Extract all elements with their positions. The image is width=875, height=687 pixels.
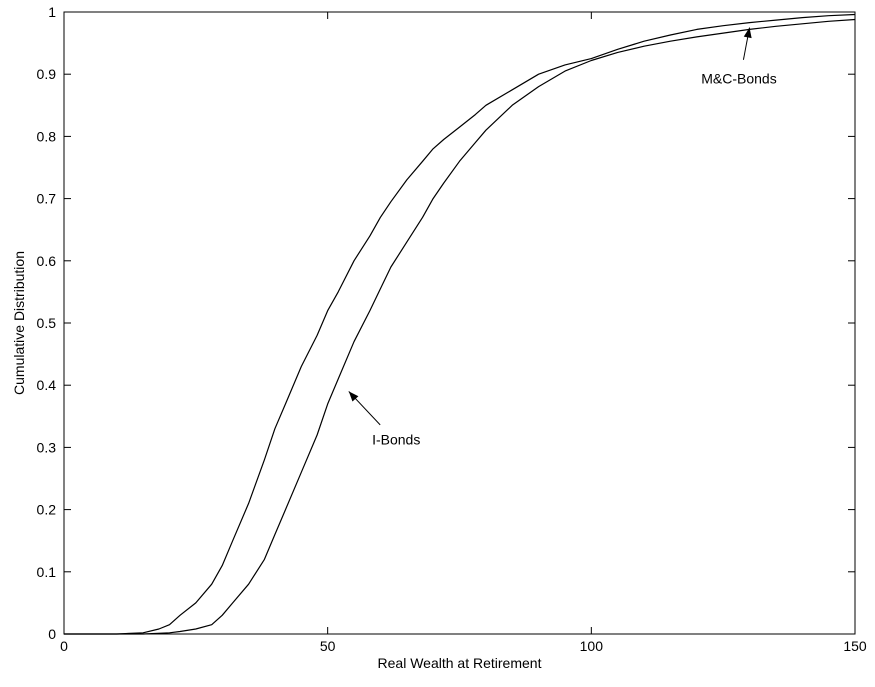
y-tick-label: 0 xyxy=(48,626,56,642)
annotations: M&C-Bonds I-Bonds xyxy=(348,27,777,447)
annotation-label: I-Bonds xyxy=(372,431,420,447)
annotation-label: M&C-Bonds xyxy=(701,71,776,87)
y-tick-label: 1 xyxy=(48,4,56,20)
y-tick-label: 0.6 xyxy=(37,253,57,269)
x-tick-label: 0 xyxy=(60,638,68,654)
axis-ticks: 0 50 100 150 0 0.1 0.2 0.3 0.4 0.5 0.6 0.7 0.8 0.9 1 xyxy=(37,4,867,654)
arrow-head-icon xyxy=(348,391,359,402)
x-tick-label: 150 xyxy=(843,638,867,654)
arrow-head-icon xyxy=(743,27,752,39)
x-axis-label: Real Wealth at Retirement xyxy=(378,655,542,671)
y-tick-label: 0.9 xyxy=(37,66,57,82)
y-axis-label: Cumulative Distribution xyxy=(11,251,27,395)
series-lines xyxy=(64,13,856,635)
y-tick-label: 0.4 xyxy=(37,377,57,393)
series-line-i-bonds xyxy=(64,18,856,635)
plot-frame xyxy=(63,11,856,635)
y-tick-label: 0.7 xyxy=(37,191,57,207)
y-tick-label: 0.8 xyxy=(37,128,57,144)
y-tick-label: 0.3 xyxy=(37,439,57,455)
y-tick-label: 0.1 xyxy=(37,564,57,580)
x-tick-label: 50 xyxy=(320,638,336,654)
series-line-m-c-bonds xyxy=(64,13,856,635)
y-tick-label: 0.2 xyxy=(37,502,57,518)
x-tick-label: 100 xyxy=(580,638,604,654)
y-tick-label: 0.5 xyxy=(37,315,57,331)
